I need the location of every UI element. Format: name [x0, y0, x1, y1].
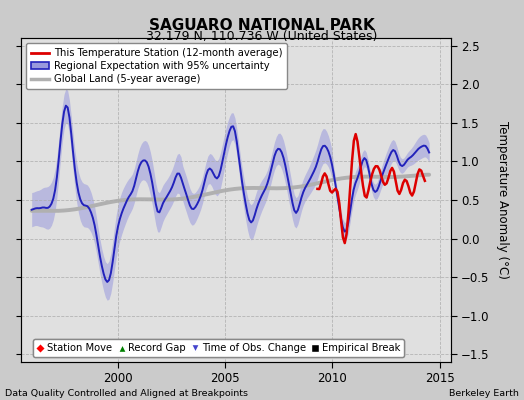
Y-axis label: Temperature Anomaly (°C): Temperature Anomaly (°C) [496, 121, 509, 279]
Legend: Station Move, Record Gap, Time of Obs. Change, Empirical Break: Station Move, Record Gap, Time of Obs. C… [33, 339, 404, 357]
Text: Berkeley Earth: Berkeley Earth [449, 389, 519, 398]
Text: 32.179 N, 110.736 W (United States): 32.179 N, 110.736 W (United States) [146, 30, 378, 43]
Text: SAGUARO NATIONAL PARK: SAGUARO NATIONAL PARK [149, 18, 375, 33]
Text: Data Quality Controlled and Aligned at Breakpoints: Data Quality Controlled and Aligned at B… [5, 389, 248, 398]
